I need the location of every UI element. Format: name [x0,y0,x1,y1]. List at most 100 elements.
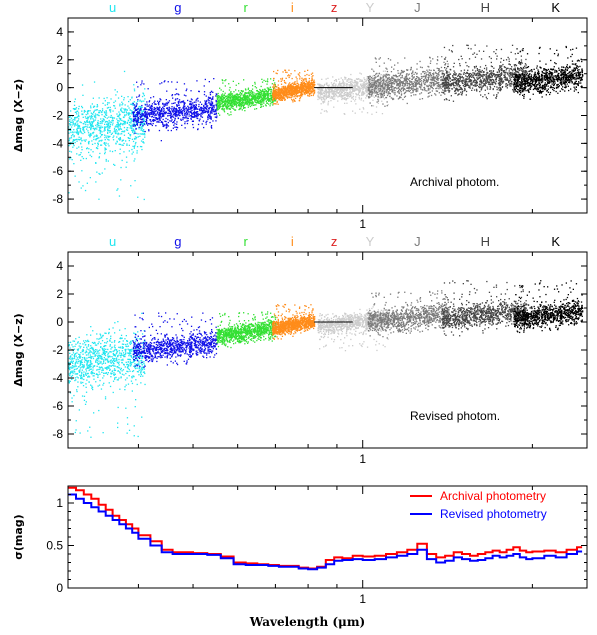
scatter-point [342,96,344,98]
scatter-point [176,127,179,129]
scatter-point [137,120,140,122]
scatter-point [359,108,361,110]
scatter-point [353,82,355,84]
scatter-point [172,127,174,129]
scatter-point [426,85,428,88]
scatter-point [142,141,144,143]
scatter-point [331,97,333,99]
scatter-point [228,96,230,98]
scatter-point [195,114,198,116]
scatter-point [266,83,268,85]
scatter-point [340,83,342,85]
scatter-point [313,81,315,83]
scatter-point [73,123,75,126]
scatter-point [273,92,275,94]
scatter-point [132,128,134,130]
scatter-point [144,110,146,113]
scatter-point [151,113,153,115]
scatter-point [76,124,78,126]
scatter-point [143,119,145,121]
scatter-point [269,92,272,94]
scatter-point [222,101,224,103]
scatter-point [146,115,148,117]
scatter-point [332,83,335,85]
scatter-point [388,76,390,79]
scatter-point [146,111,148,113]
scatter-point [235,103,237,105]
scatter-point [208,113,210,116]
scatter-point [127,132,130,134]
scatter-point [282,71,284,73]
scatter-point [90,115,93,117]
scatter-point [200,116,202,118]
scatter-point [362,107,364,109]
scatter-point [343,93,345,95]
scatter-point [377,89,379,92]
scatter-point [195,106,197,108]
scatter-point [144,120,147,123]
scatter-point [274,91,276,93]
scatter-point [81,105,83,108]
scatter-point [366,88,368,90]
scatter-point [271,92,273,94]
scatter-point [207,118,209,121]
scatter-point [430,69,432,72]
scatter-point [97,114,99,116]
scatter-point [254,96,256,98]
scatter-point [318,87,320,89]
scatter-point [158,107,160,109]
scatter-point [104,143,106,145]
scatter-point [398,85,400,87]
scatter-point [233,98,235,101]
scatter-point [90,105,92,107]
scatter-point [107,131,109,133]
scatter-point [89,136,91,138]
scatter-point [137,108,139,111]
scatter-point [369,90,372,92]
scatter-point [268,103,270,105]
scatter-point [78,125,81,127]
scatter-point [302,85,304,87]
scatter-point [154,117,157,119]
scatter-point [126,143,128,145]
scatter-point [131,148,133,151]
scatter-point [218,105,220,107]
scatter-point [156,107,158,110]
scatter-point [245,95,248,98]
scatter-point [84,189,87,192]
scatter-point [341,86,343,88]
scatter-point [187,99,189,102]
scatter-point [134,115,136,117]
scatter-point [357,89,360,91]
scatter-point [356,84,358,86]
scatter-point [222,95,224,97]
scatter-point [278,99,280,101]
scatter-point [386,83,389,85]
scatter-point [340,91,343,94]
scatter-point [160,113,162,115]
scatter-point [283,98,285,100]
scatter-point [99,136,102,138]
scatter-point [108,135,110,138]
scatter-point [80,132,83,134]
scatter-point [103,111,106,113]
scatter-point [233,95,235,97]
scatter-point [288,94,291,96]
scatter-point [90,128,92,131]
scatter-point [193,104,195,106]
scatter-point [114,164,116,166]
scatter-point [249,92,252,94]
scatter-point [323,95,326,97]
scatter-point [258,97,260,99]
scatter-point [92,132,94,134]
scatter-point [70,121,72,123]
scatter-point [442,70,444,72]
scatter-point [251,93,253,95]
scatter-point [201,113,203,115]
scatter-point [383,75,385,78]
scatter-point [384,90,386,92]
scatter-point [205,121,207,123]
scatter-point [398,79,400,81]
scatter-point [309,82,311,84]
scatter-point [196,108,198,110]
